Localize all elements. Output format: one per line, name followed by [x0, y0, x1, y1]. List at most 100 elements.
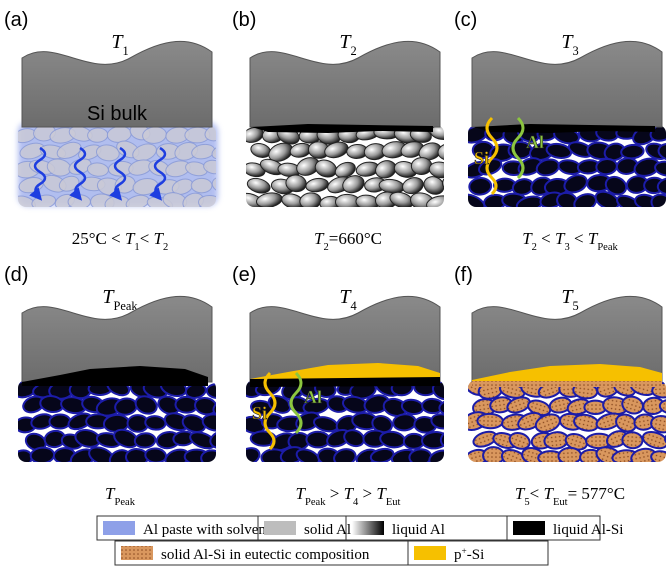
panel-caption: TPeak > T4 > TEut	[296, 484, 401, 508]
text-segment: liquid Al	[392, 522, 445, 538]
panel: (d) TPeak TPeak	[4, 264, 239, 508]
particle-bed	[237, 375, 466, 469]
particle	[621, 144, 645, 160]
panel-caption: T5< TEut= 577°C	[515, 484, 625, 508]
panel-label: (a)	[4, 9, 28, 31]
text-segment: >	[325, 484, 343, 503]
panel-label: (c)	[454, 9, 477, 31]
legend-swatch	[103, 521, 135, 535]
legend-swatch	[121, 546, 153, 560]
diffusion-label: Si	[252, 403, 267, 423]
particle	[393, 413, 417, 431]
particle	[622, 432, 643, 449]
legend-label: p+-Si	[454, 547, 484, 563]
text-segment: Peak	[114, 497, 135, 508]
text-segment: 1	[122, 44, 128, 58]
particle	[198, 194, 225, 212]
panel-title: T5	[561, 286, 578, 313]
text-segment: p	[454, 547, 462, 563]
particle	[438, 398, 465, 416]
diffusion-label: Al	[304, 387, 322, 407]
figure: (a) T1 Si bulk 25°C < T1< T2 (b) T2 T2=660°C (c…	[0, 0, 666, 574]
text-segment: -Si	[467, 547, 485, 563]
panel: (a) T1 Si bulk 25°C < T1< T2	[4, 9, 235, 253]
particle	[411, 157, 432, 174]
text-segment: <	[140, 229, 154, 248]
text-segment: <	[530, 484, 544, 503]
text-segment: Eut	[553, 497, 568, 508]
panel-title: T2	[339, 31, 356, 58]
particle-bed	[10, 122, 235, 214]
text-segment: Al paste with solvents	[143, 522, 276, 538]
particle	[68, 195, 91, 209]
text-segment: solid Al	[304, 522, 351, 538]
particle	[191, 178, 212, 192]
text-segment: <	[570, 229, 588, 248]
particle	[145, 415, 167, 430]
particle	[596, 158, 618, 175]
panel: (b) T2 T2=660°C	[232, 9, 463, 253]
text-segment: =660°C	[329, 229, 382, 248]
panel-label: (d)	[4, 264, 28, 286]
particle	[246, 176, 272, 195]
legend: Al paste with solvents solid Al liquid Al l…	[97, 516, 623, 565]
text-segment: 2	[163, 242, 168, 253]
text-segment: <	[537, 229, 555, 248]
particle	[201, 450, 223, 466]
panel-title: T1	[111, 31, 128, 58]
panel-title: T3	[561, 31, 578, 58]
legend-swatch	[352, 521, 384, 535]
particle	[306, 432, 329, 448]
panel: (f)T5T5< TEut= 577°C	[454, 264, 666, 508]
si-bulk	[250, 41, 440, 127]
text-segment: Peak	[305, 497, 326, 508]
particle-bed	[9, 376, 239, 470]
particle	[558, 447, 581, 464]
legend-label: Al paste with solvents	[143, 522, 276, 538]
panel-caption: TPeak	[105, 484, 136, 508]
si-bulk	[472, 41, 662, 127]
particle	[332, 447, 357, 468]
panel: (c) T3 Si Al T2 < T3 < TPeak	[454, 9, 666, 253]
particle	[30, 447, 54, 464]
particle	[437, 143, 461, 161]
legend-label: solid Al-Si in eutectic composition	[161, 547, 370, 563]
particle	[442, 175, 463, 192]
legend-swatch	[264, 521, 296, 535]
eutectic-layer	[472, 381, 662, 387]
text-segment: 4	[350, 299, 356, 313]
text-segment: = 577°C	[568, 484, 625, 503]
particle	[469, 177, 492, 196]
panel-title: TPeak	[102, 286, 138, 313]
text-segment: >	[358, 484, 376, 503]
panel: (e)T4SiAlTPeak > T4 > TEut	[232, 264, 465, 508]
particle	[299, 192, 322, 211]
particle	[477, 413, 503, 428]
legend-label: liquid Al-Si	[553, 522, 623, 538]
legend-label: liquid Al	[392, 522, 445, 538]
particle-bed	[237, 124, 463, 214]
particle	[202, 413, 229, 433]
panel-label: (b)	[232, 9, 256, 31]
particle-bed	[460, 377, 666, 472]
particle	[237, 446, 262, 467]
text-segment: Peak	[597, 242, 618, 253]
particle	[572, 191, 598, 213]
panel-caption: 25°C < T1< T2	[72, 229, 169, 253]
particle	[207, 384, 228, 399]
particle	[379, 430, 406, 449]
panel-caption: T2=660°C	[314, 229, 382, 253]
panel-caption: T2 < T3 < TPeak	[522, 229, 618, 253]
particle	[305, 177, 329, 193]
particle	[421, 431, 448, 449]
bulk-label: Si bulk	[87, 103, 148, 125]
text-segment: 25°C <	[72, 229, 125, 248]
text-segment: solid Al-Si in eutectic composition	[161, 547, 370, 563]
particle	[409, 448, 432, 465]
diffusion-label: Si	[474, 148, 489, 168]
legend-label: solid Al	[304, 522, 351, 538]
text-segment: liquid Al-Si	[553, 522, 623, 538]
text-segment: 3	[572, 44, 578, 58]
legend-swatch	[414, 546, 446, 560]
diffusion-label: Al	[526, 132, 544, 152]
